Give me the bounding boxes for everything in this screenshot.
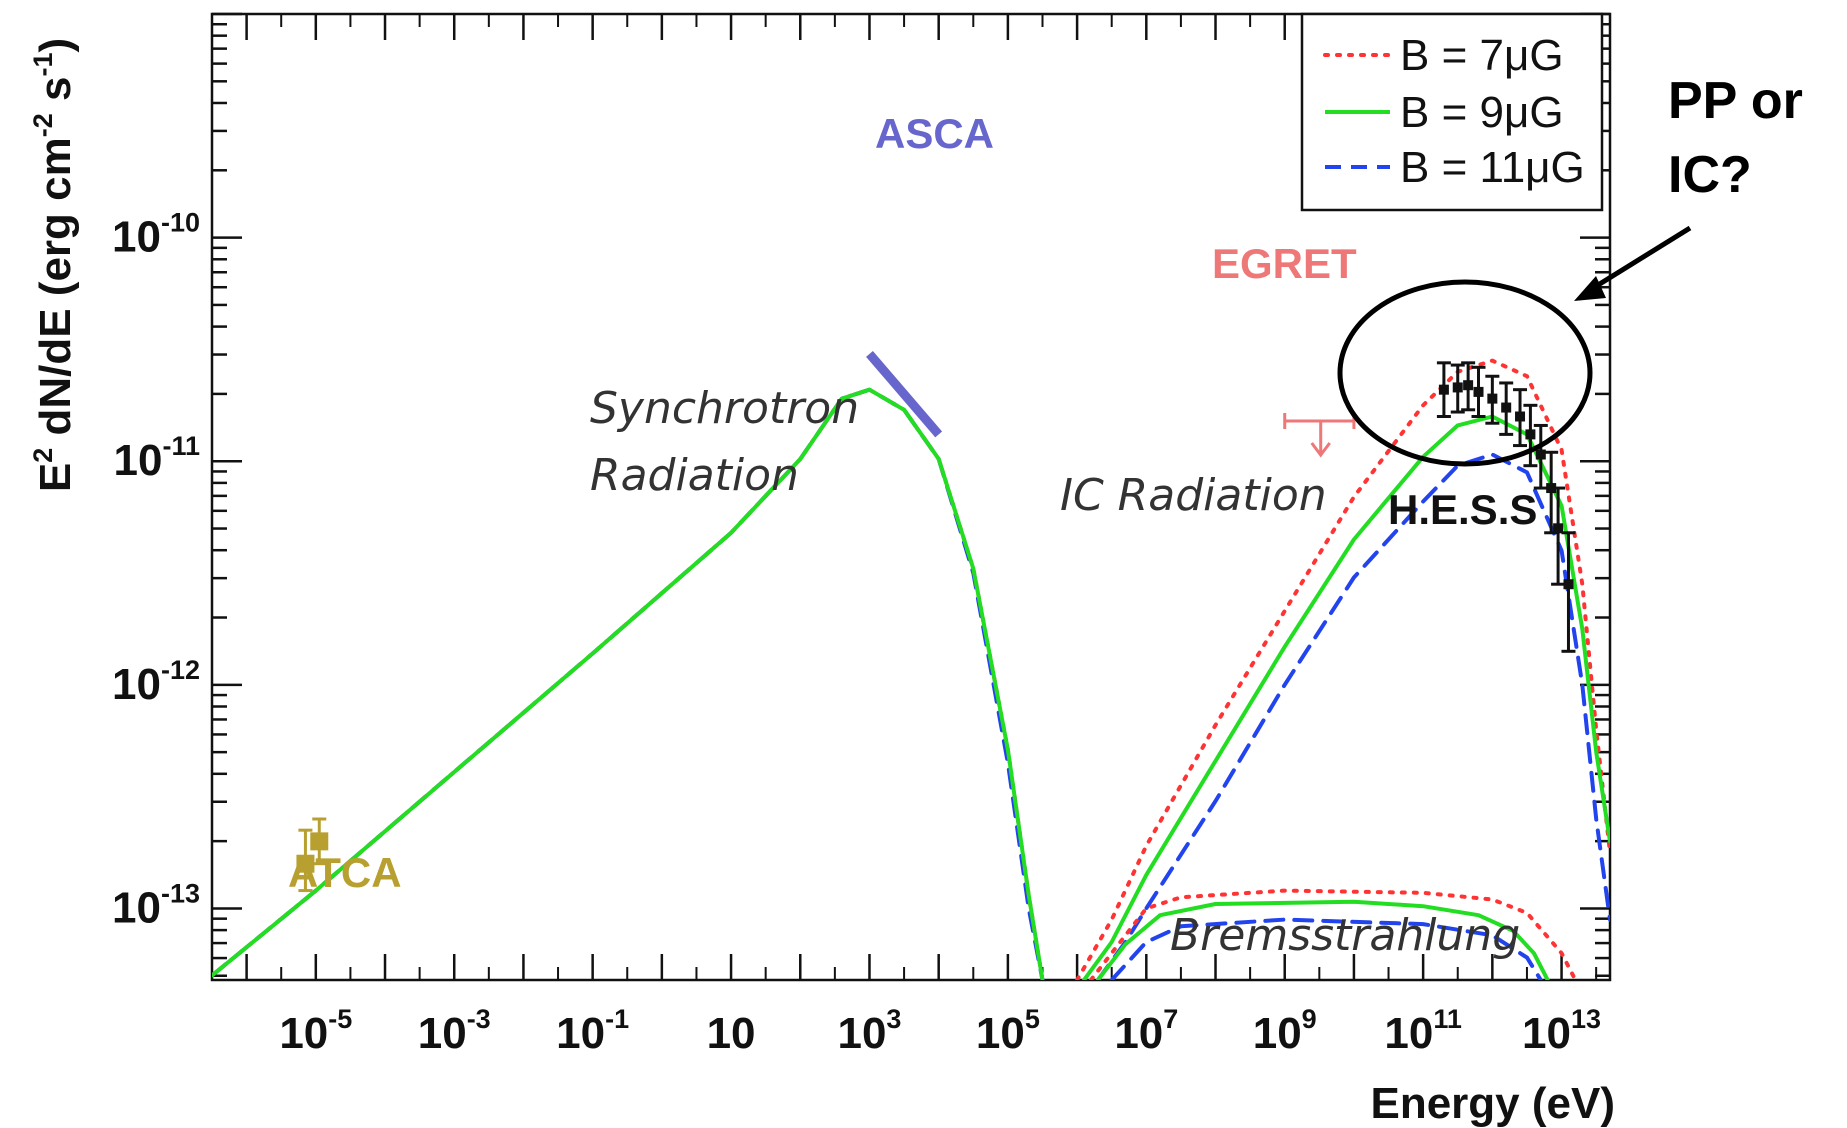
data-markers <box>296 350 1576 893</box>
x-tick-label: 10-5 <box>279 1004 352 1058</box>
annotation-bremsstrahlung: Bremsstrahlung <box>1170 910 1520 961</box>
data-point-H.E.S.S <box>1515 411 1526 422</box>
x-axis-title: Energy (eV) <box>1370 1079 1615 1128</box>
x-tick-label: 10 <box>707 1009 756 1058</box>
y-tick-label: 10-13 <box>112 878 200 932</box>
series-1-synchrotron-line <box>212 387 1045 980</box>
legend-label-9uG: B = 9μG <box>1400 88 1564 137</box>
data-point-H.E.S.S <box>1535 449 1546 460</box>
label-asca: ASCA <box>875 110 994 157</box>
series-1-ic-line <box>1082 414 1610 980</box>
data-point-H.E.S.S <box>1452 382 1463 393</box>
x-tick-label: 103 <box>837 1004 901 1058</box>
label-atca: ATCA <box>288 849 402 896</box>
callout-arrow-head <box>1574 276 1606 301</box>
annotation-synchrotron-line1: Synchrotron <box>590 383 859 434</box>
series-1-bremsstrahlung-line <box>1095 899 1550 980</box>
highlight-ellipse <box>1337 279 1593 467</box>
data-point-H.E.S.S <box>1473 386 1484 397</box>
x-tick-label: 1013 <box>1522 1004 1601 1058</box>
legend-label-7uG: B = 7μG <box>1400 31 1564 80</box>
annotation-ic-radiation: IC Radiation <box>1060 470 1327 521</box>
data-point-ATCA <box>296 854 315 873</box>
data-point-H.E.S.S <box>1463 380 1474 391</box>
label-hess: H.E.S.S <box>1388 486 1537 533</box>
upper-limit-arrowhead-EGRET <box>1310 442 1331 458</box>
x-tick-label: 1011 <box>1384 1004 1462 1058</box>
x-tick-label: 10-1 <box>556 1004 629 1058</box>
x-tick-label: 107 <box>1114 1004 1178 1058</box>
callout-line1: PP or <box>1668 72 1803 130</box>
legend-label-11uG: B = 11μG <box>1400 143 1585 192</box>
x-tick-label: 105 <box>976 1004 1040 1058</box>
y-tick-labels: 10-10 10-11 10-12 10-13 <box>112 208 200 933</box>
series-2-bremsstrahlung-line <box>1109 917 1543 980</box>
annotations: Synchrotron Radiation IC Radiation Brems… <box>288 110 1593 961</box>
x-tick-label: 109 <box>1253 1004 1317 1058</box>
callout-arrow-shaft <box>1588 225 1692 293</box>
data-point-H.E.S.S <box>1487 393 1498 404</box>
y-tick-label: 10-10 <box>112 208 200 262</box>
data-point-H.E.S.S <box>1563 579 1574 590</box>
series-2-ic-line <box>1095 452 1610 980</box>
segment-ASCA <box>866 350 943 438</box>
data-point-H.E.S.S <box>1553 523 1564 534</box>
x-tick-labels: 10-5 10-3 10-1 10 103 105 107 109 1011 1013 <box>279 1004 1601 1058</box>
y-tick-label: 10-12 <box>112 655 200 709</box>
y-tick-label: 10-11 <box>114 431 201 485</box>
y-axis-title: E2 dN/dE (erg cm-2 s-1) <box>28 38 80 492</box>
annotation-synchrotron-line2: Radiation <box>590 450 799 501</box>
data-point-H.E.S.S <box>1438 384 1449 395</box>
callout: PP or IC? <box>1574 72 1803 301</box>
legend: B = 7μG B = 9μG B = 11μG <box>1300 12 1604 212</box>
data-point-H.E.S.S <box>1501 402 1512 413</box>
series-0-bremsstrahlung-line <box>1088 888 1578 980</box>
data-point-ATCA <box>310 832 329 851</box>
callout-line2: IC? <box>1668 146 1752 204</box>
data-point-H.E.S.S <box>1525 429 1536 440</box>
x-tick-label: 10-3 <box>418 1004 491 1058</box>
label-egret: EGRET <box>1212 240 1357 287</box>
legend-box <box>1300 12 1604 212</box>
